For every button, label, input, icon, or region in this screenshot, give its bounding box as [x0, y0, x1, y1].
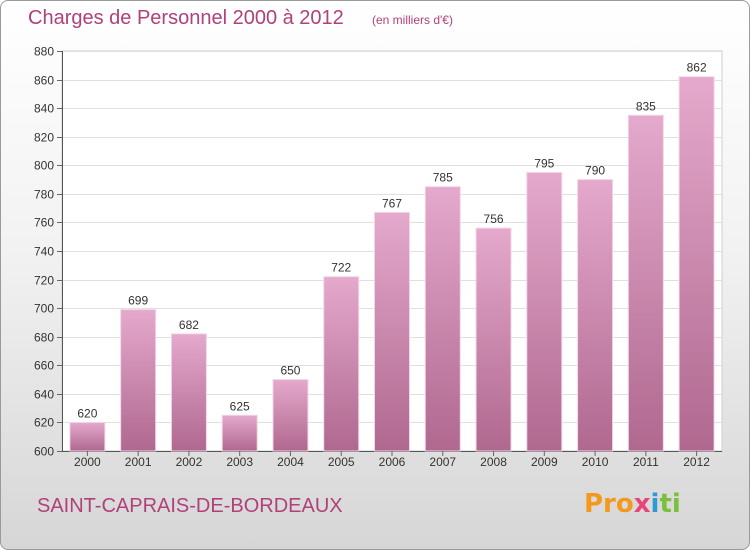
data-label: 785: [433, 171, 453, 185]
x-tick-label: 2004: [277, 455, 304, 469]
x-tick-label: 2012: [683, 455, 710, 469]
commune-name: SAINT-CAPRAIS-DE-BORDEAUX: [37, 495, 343, 517]
proxiti-logo: Proxiti: [584, 489, 681, 519]
x-tick-label: 2000: [74, 455, 101, 469]
bar: [120, 309, 157, 452]
data-label: 862: [687, 61, 707, 75]
y-tick-label: 860: [34, 74, 54, 88]
x-tick-label: 2006: [379, 455, 406, 469]
data-label: 699: [128, 294, 148, 308]
data-label: 767: [382, 196, 402, 210]
bar: [170, 333, 207, 452]
bar: [678, 76, 715, 452]
y-tick-label: 640: [34, 388, 54, 402]
bar: [323, 276, 360, 452]
data-label: 795: [534, 156, 554, 170]
logo-part-2: x: [633, 489, 651, 519]
y-tick-label: 680: [34, 331, 54, 345]
bar: [577, 179, 614, 452]
x-tick-label: 2009: [531, 455, 558, 469]
data-label: 650: [280, 364, 300, 378]
x-tick-label: 2002: [176, 455, 203, 469]
bar: [526, 171, 563, 452]
data-label: 756: [484, 212, 504, 226]
y-tick-label: 620: [34, 416, 54, 430]
bar: [374, 211, 410, 452]
bar: [627, 114, 664, 452]
chart-subtitle: (en milliers d'€): [372, 13, 453, 27]
data-label: 682: [179, 318, 199, 332]
x-tick-label: 2010: [582, 455, 609, 469]
logo-part-4: ti: [659, 489, 681, 519]
x-tick-label: 2007: [429, 455, 456, 469]
data-label: 835: [636, 99, 656, 113]
y-tick-label: 600: [34, 445, 54, 459]
data-label: 620: [77, 406, 97, 420]
bar: [221, 414, 258, 452]
y-tick-label: 720: [34, 274, 54, 288]
y-tick-label: 800: [34, 159, 54, 173]
data-label: 790: [585, 164, 605, 178]
y-tick-label: 880: [34, 45, 54, 59]
x-tick-label: 2008: [480, 455, 507, 469]
data-label: 625: [230, 399, 250, 413]
x-tick-label: 2005: [328, 455, 355, 469]
y-tick-label: 660: [34, 359, 54, 373]
y-tick-label: 700: [34, 302, 54, 316]
bar: [69, 421, 106, 452]
data-label: 722: [331, 261, 351, 275]
chart-title: Charges de Personnel 2000 à 2012: [28, 7, 344, 29]
y-tick-label: 820: [34, 131, 54, 145]
bar: [272, 379, 309, 452]
x-tick-label: 2001: [125, 455, 152, 469]
bar: [424, 186, 461, 452]
x-tick-label: 2003: [226, 455, 253, 469]
y-tick-label: 840: [34, 102, 54, 116]
y-tick-label: 760: [34, 216, 54, 230]
x-tick-label: 2011: [633, 455, 659, 469]
y-tick-label: 740: [34, 245, 54, 259]
logo-part-1: Pro: [584, 489, 634, 519]
y-tick-label: 780: [34, 188, 54, 202]
logo-part-3: i: [650, 489, 660, 519]
bar: [475, 227, 512, 452]
